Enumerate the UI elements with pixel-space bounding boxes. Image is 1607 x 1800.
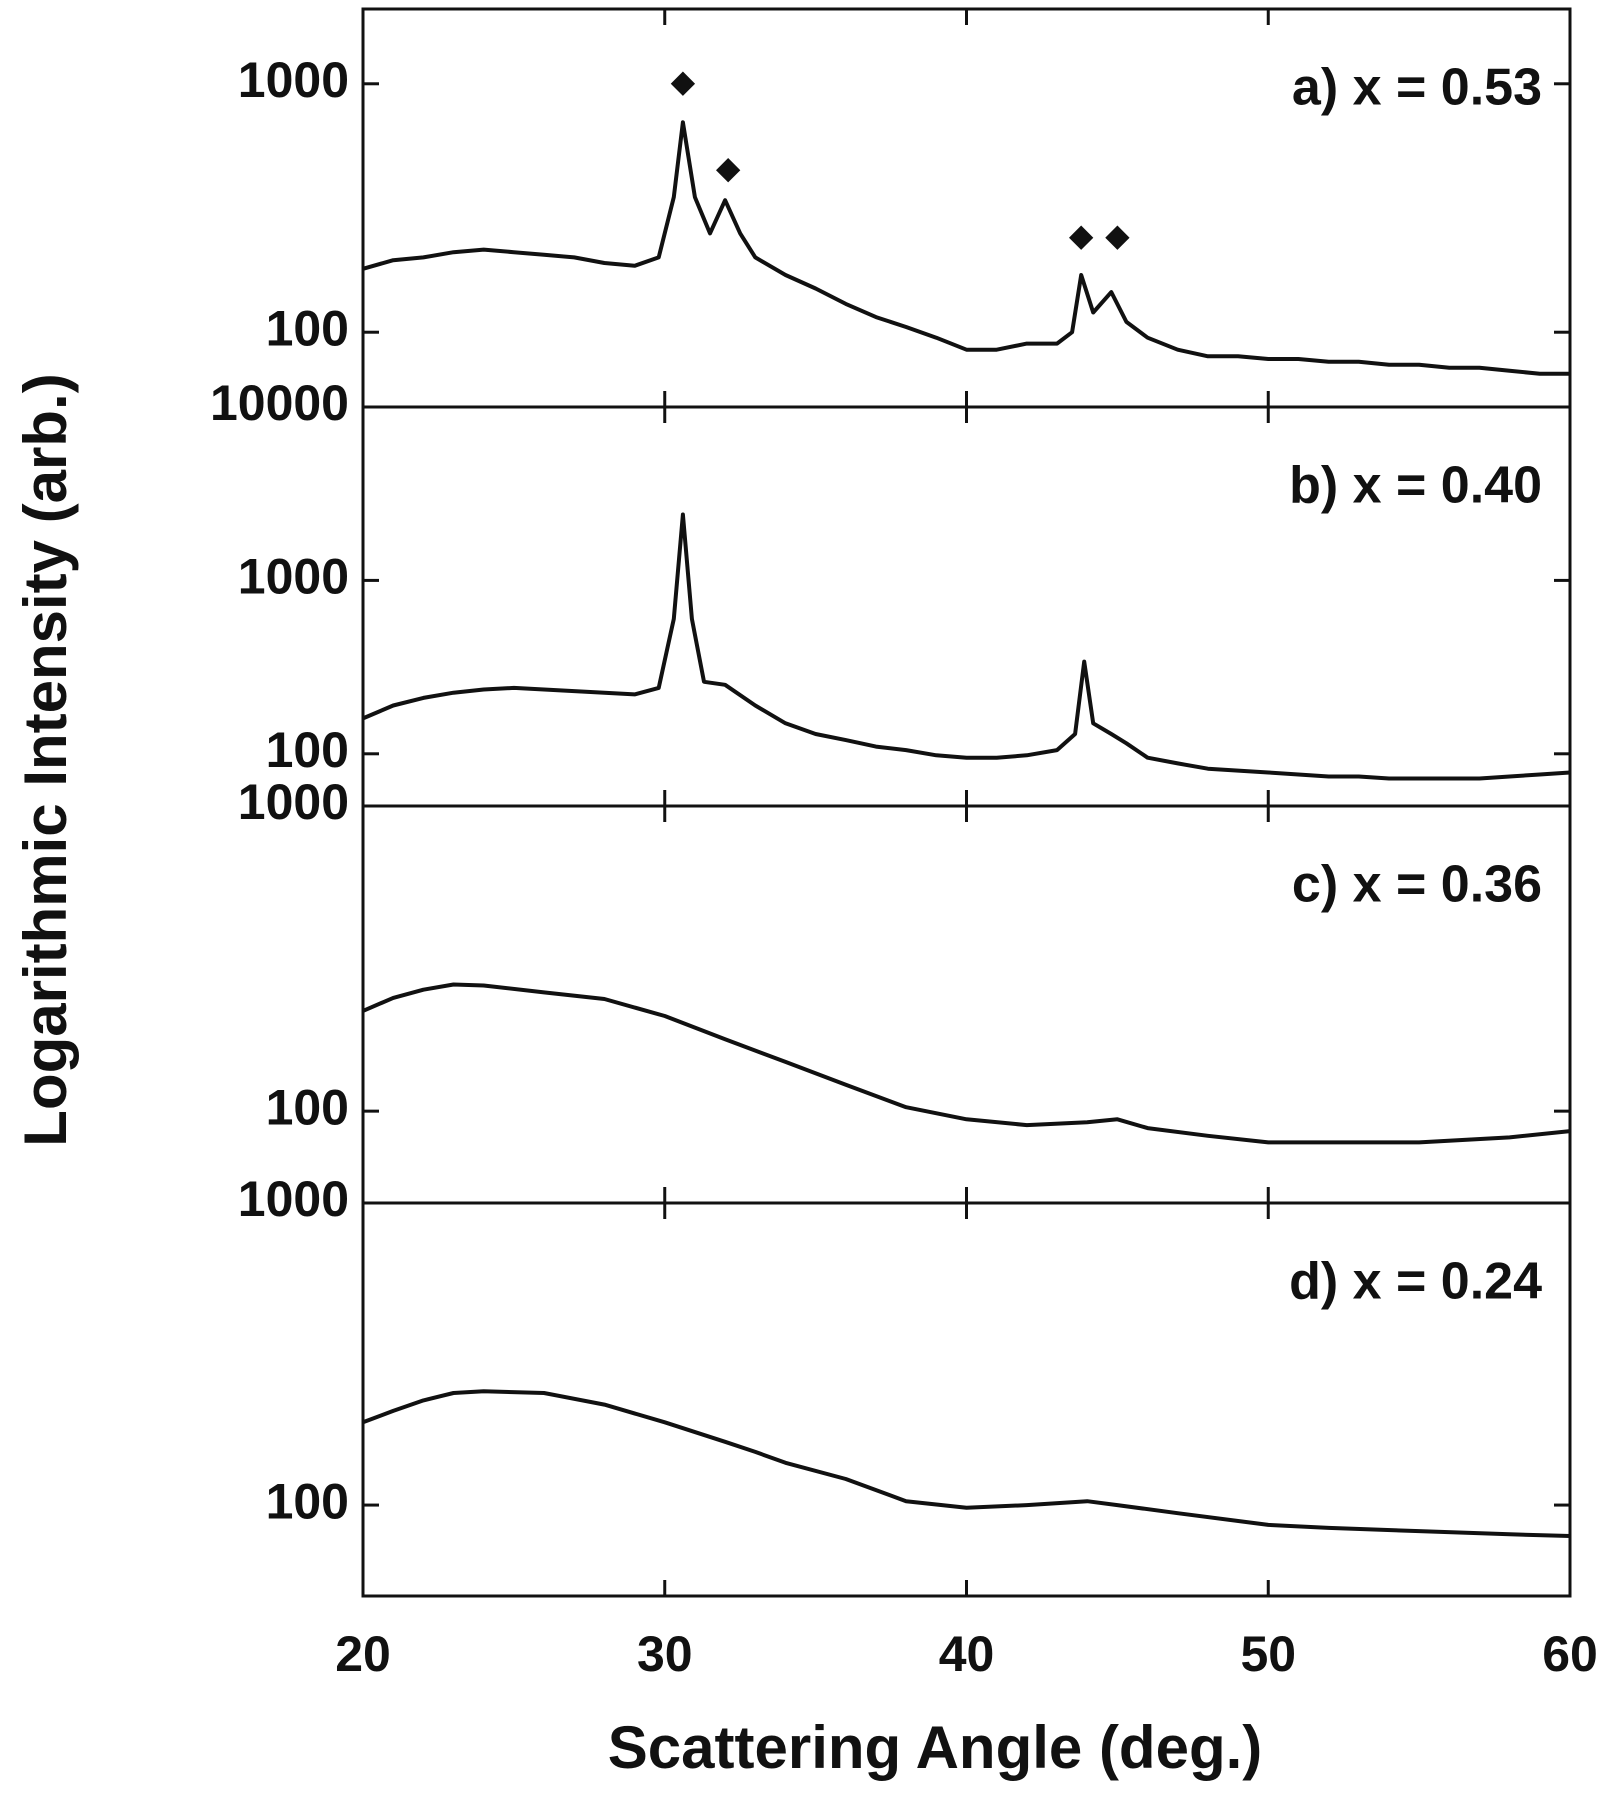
data-line xyxy=(362,982,1571,1145)
data-line xyxy=(362,1389,1571,1538)
x-tick-label: 20 xyxy=(335,1626,391,1682)
peak-marker: ◆ xyxy=(670,66,695,99)
peak-marker: ◆ xyxy=(1069,220,1094,253)
y-tick-label: 100 xyxy=(266,300,349,356)
y-axis-label: Logarithmic Intensity (arb.) xyxy=(12,373,79,1146)
panel-label: b) x = 0.40 xyxy=(1289,457,1542,515)
panel-label: d) x = 0.24 xyxy=(1289,1253,1542,1311)
panel-label: a) x = 0.53 xyxy=(1292,59,1542,117)
y-tick-label: 1000 xyxy=(238,1171,349,1227)
y-tick-label: 1000 xyxy=(238,52,349,108)
peak-marker: ◆ xyxy=(716,152,741,185)
y-tick-label: 10000 xyxy=(210,375,349,431)
peak-marker: ◆ xyxy=(1105,220,1130,253)
panel-label: c) x = 0.36 xyxy=(1292,856,1542,914)
y-tick-label: 1000 xyxy=(238,549,349,605)
x-tick-label: 30 xyxy=(637,1626,693,1682)
x-axis-label: Scattering Angle (deg.) xyxy=(608,1714,1263,1781)
x-tick-label: 40 xyxy=(939,1626,995,1682)
y-tick-label: 100 xyxy=(266,1473,349,1529)
y-tick-label: 100 xyxy=(266,1079,349,1135)
data-line xyxy=(362,120,1570,376)
y-tick-label: 1000 xyxy=(238,774,349,830)
x-tick-label: 50 xyxy=(1240,1626,1296,1682)
y-tick-label: 100 xyxy=(266,722,349,778)
data-line xyxy=(362,512,1571,781)
x-tick-label: 60 xyxy=(1542,1626,1598,1682)
